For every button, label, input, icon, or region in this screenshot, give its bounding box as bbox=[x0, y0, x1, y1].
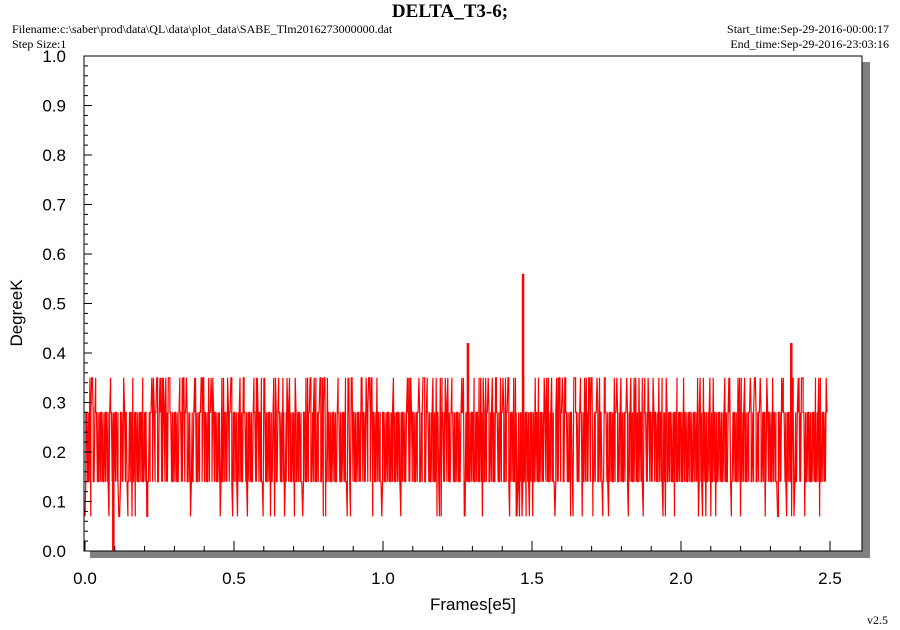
y-tick-label: 0.7 bbox=[42, 196, 66, 215]
y-axis-label: DegreeK bbox=[7, 279, 26, 347]
y-tick-label: 0.4 bbox=[42, 344, 66, 363]
x-tick-label: 0.0 bbox=[73, 569, 97, 588]
y-tick-label: 0.1 bbox=[42, 493, 66, 512]
x-tick-label: 1.0 bbox=[371, 569, 395, 588]
x-tick-label: 2.5 bbox=[818, 569, 842, 588]
start-time-label: Start_time:Sep-29-2016-00:00:17 bbox=[727, 22, 889, 36]
y-tick-label: 1.0 bbox=[42, 47, 66, 66]
series-line bbox=[84, 273, 828, 551]
version-label: v2.5 bbox=[867, 613, 888, 627]
y-tick-label: 0.2 bbox=[42, 443, 66, 462]
y-tick-label: 0.9 bbox=[42, 97, 66, 116]
chart-title: DELTA_T3-6; bbox=[391, 1, 509, 22]
x-axis-label: Frames[e5] bbox=[430, 595, 516, 614]
x-tick-label: 1.5 bbox=[520, 569, 544, 588]
axes-group: 0.0 0.1 0.2 0.3 0.4 0.5 0.6 0.7 0.8 0.9 1.0 0.0 0.5 1… bbox=[42, 47, 841, 588]
series-group bbox=[84, 273, 828, 551]
x-tick-label: 2.0 bbox=[669, 569, 693, 588]
y-tick-label: 0.0 bbox=[42, 542, 66, 561]
step-size-label: Step Size:1 bbox=[12, 37, 67, 51]
y-tick-label: 0.5 bbox=[42, 295, 66, 314]
filename-label: Filename:c:\saber\prod\data\QL\data\plot… bbox=[12, 22, 393, 36]
end-time-label: End_time:Sep-29-2016-23:03:16 bbox=[730, 37, 889, 51]
y-tick-label: 0.6 bbox=[42, 245, 66, 264]
x-tick-label: 0.5 bbox=[222, 569, 246, 588]
y-tick-label: 0.3 bbox=[42, 394, 66, 413]
y-tick-label: 0.8 bbox=[42, 146, 66, 165]
